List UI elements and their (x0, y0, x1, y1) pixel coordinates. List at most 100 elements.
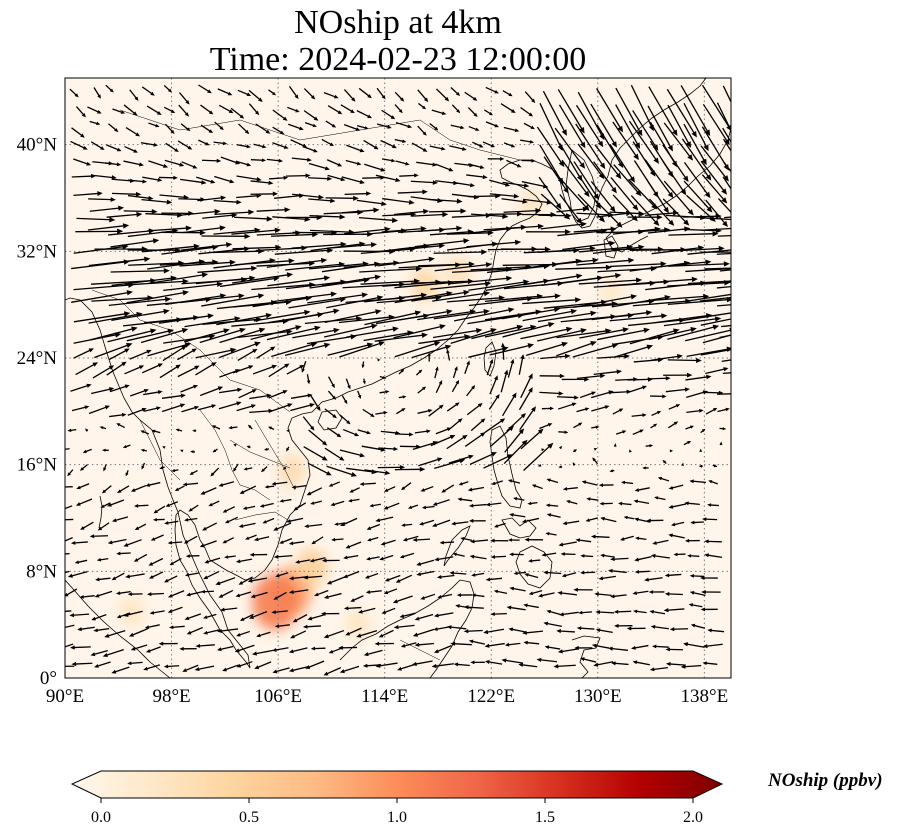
wind-arrow-head (709, 215, 716, 222)
wind-arrow-head (424, 97, 429, 103)
wind-arrow-shaft (484, 419, 503, 434)
wind-arrow-shaft (266, 327, 317, 341)
wind-arrow-shaft (701, 174, 725, 201)
wind-arrow-shaft (333, 538, 344, 541)
wind-arrow-head (144, 625, 150, 630)
wind-arrow-head (182, 668, 188, 672)
wind-arrow-head (94, 593, 100, 598)
wind-arrow-shaft (502, 263, 555, 266)
wind-arrow-head (576, 626, 582, 631)
wind-arrow-head (706, 206, 713, 213)
wind-arrow-head (228, 109, 234, 114)
wind-arrow-head (201, 180, 207, 185)
border-line (254, 419, 296, 491)
wind-arrow-shaft (242, 613, 254, 621)
wind-arrow-head (707, 503, 712, 507)
wind-arrow-shaft (683, 665, 702, 668)
wind-arrow-head (194, 667, 200, 672)
wind-arrow-shaft (705, 643, 723, 647)
wind-arrow-head (217, 386, 224, 391)
wind-arrow-head (288, 576, 294, 581)
wind-arrow-shaft (145, 664, 160, 670)
wind-arrow-head (153, 509, 158, 514)
wind-arrow-shaft (454, 308, 511, 322)
wind-arrow-shaft (417, 227, 459, 233)
wind-arrow-shaft (89, 207, 121, 212)
wind-arrow-head (705, 259, 712, 265)
wind-arrow-shaft (483, 455, 510, 469)
wind-arrow-head (184, 342, 192, 348)
wind-arrow-head (124, 348, 130, 353)
wind-arrow-shaft (484, 326, 533, 338)
wind-arrow-shaft (346, 144, 362, 152)
wind-arrow-shaft (683, 123, 706, 162)
wind-arrow-head (739, 345, 745, 350)
wind-arrow-shaft (686, 348, 729, 357)
wind-arrow-shaft (436, 88, 448, 100)
wind-arrow-head (598, 172, 605, 180)
wind-arrow-head (158, 641, 164, 646)
wind-arrow-shaft (219, 645, 234, 651)
wind-arrow-shaft (270, 233, 315, 237)
wind-arrow-shaft (430, 282, 488, 290)
y-tick-label: 24°N (17, 348, 58, 369)
wind-arrow-shaft (434, 368, 438, 379)
wind-arrow-shaft (652, 611, 666, 615)
wind-arrow-shaft (114, 666, 130, 673)
wind-arrow-head (399, 554, 405, 559)
wind-arrow-shaft (346, 467, 374, 473)
wind-arrow-head (370, 242, 378, 248)
wind-arrow-head (212, 449, 217, 453)
wind-arrow-head (92, 362, 99, 367)
wind-arrow-shaft (717, 234, 731, 237)
wind-arrow-head (463, 605, 469, 610)
wind-arrow-head (473, 112, 478, 118)
wind-arrow-head (613, 443, 617, 447)
wind-arrow-shaft (601, 575, 616, 580)
wind-arrow-shaft (171, 557, 182, 565)
wind-arrow-shaft (503, 442, 526, 465)
wind-arrow-shaft (290, 394, 310, 399)
wind-arrow-shaft (236, 405, 254, 412)
wind-arrow-shaft (482, 141, 493, 147)
wind-arrow-shaft (291, 666, 309, 672)
wind-arrow-shaft (644, 159, 672, 196)
wind-arrow-head (649, 667, 655, 672)
wind-arrow-shaft (717, 198, 731, 214)
wind-arrow-shaft (114, 516, 129, 522)
wind-arrow-shaft (613, 557, 629, 560)
wind-arrow-shaft (628, 178, 655, 207)
wind-arrow-head (557, 177, 564, 185)
wind-arrow-head (238, 581, 244, 585)
wind-arrow-head (581, 480, 587, 485)
wind-arrow-head (592, 257, 599, 264)
wind-arrow-head (691, 276, 698, 283)
wind-arrow-shaft (447, 351, 451, 361)
wind-arrow-head (402, 139, 407, 143)
wind-arrow-head (243, 246, 251, 252)
wind-arrow-head (494, 123, 500, 128)
wind-arrow-shaft (144, 316, 196, 324)
wind-arrow-head (683, 642, 689, 647)
wind-arrow-shaft (472, 555, 487, 560)
wind-arrow-shaft (632, 300, 688, 307)
wind-arrow-head (667, 170, 674, 178)
wind-arrow-shaft (472, 141, 482, 147)
x-tick-label: 90°E (46, 686, 84, 707)
wind-arrow-shaft (393, 325, 442, 339)
wind-arrow-head (775, 262, 781, 267)
wind-arrow-head (286, 519, 291, 523)
wind-arrow-head (382, 376, 387, 380)
wind-arrow-shaft (577, 91, 603, 137)
wind-arrow-shaft (126, 610, 143, 616)
wind-arrow-shaft (124, 366, 142, 375)
wind-arrow-shaft (614, 662, 629, 666)
wind-arrow-shaft (415, 538, 431, 541)
wind-arrow-shaft (108, 349, 127, 361)
wind-arrow-head (182, 482, 188, 487)
wind-arrow-shaft (663, 122, 691, 158)
wind-arrow-head (272, 91, 277, 96)
wind-arrow-head (384, 226, 391, 233)
wind-arrow-head (516, 211, 523, 217)
wind-arrow-head (645, 310, 653, 316)
